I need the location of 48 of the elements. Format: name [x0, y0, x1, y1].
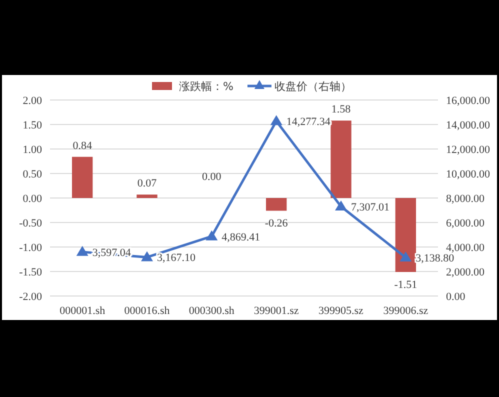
bar [136, 194, 158, 198]
y2-tick-label: 6,000.00 [446, 218, 485, 230]
point [400, 252, 412, 262]
y2-tick-label: 2,000.00 [446, 266, 485, 278]
y-tick-label: -0.50 [19, 218, 42, 230]
data-label: 0.07 [137, 178, 158, 190]
point [270, 115, 282, 126]
data-label: 7,307.01 [351, 201, 390, 214]
y-tick-label: 2.00 [22, 95, 42, 107]
point [141, 251, 153, 262]
y-tick-label: 0.50 [22, 168, 42, 180]
data-label: 0.00 [202, 171, 222, 183]
y-tick-label: -1.00 [19, 242, 42, 254]
data-label: 14,277.34 [286, 116, 331, 128]
legend-label: 收盘价（右轴） [274, 80, 352, 93]
point [76, 246, 88, 256]
y2-tick-label: 16,000.00 [446, 95, 490, 107]
bar [266, 198, 287, 211]
x-tick-label: 399905.sz [318, 305, 364, 317]
data-label: 3,138.80 [416, 252, 455, 265]
x-tick-label: 000016.sh [124, 305, 170, 317]
y2-tick-label: 10,000.00 [446, 168, 490, 180]
y2-tick-label: 14,000.00 [446, 120, 490, 132]
x-tick-label: 000300.sh [188, 305, 235, 317]
x-tick-label: 399001.sz [254, 305, 299, 317]
y2-tick-label: 12,000.00 [446, 144, 490, 156]
y2-tick-label: 0.00 [446, 291, 466, 303]
y-tick-label: -1.50 [19, 266, 42, 278]
bar [72, 156, 93, 198]
y-tick-label: -2.00 [19, 291, 42, 303]
point [206, 230, 218, 240]
bar [330, 120, 352, 198]
point [335, 200, 347, 210]
data-label: -1.51 [394, 278, 418, 291]
y-tick-label: 0.00 [22, 193, 42, 205]
data-label: 1.58 [331, 104, 352, 116]
y-tick-label: 1.00 [22, 144, 42, 156]
bar [395, 198, 416, 272]
data-label: 4,869.41 [222, 231, 260, 244]
data-label: 0.84 [72, 140, 92, 152]
data-label: 3,167.10 [157, 252, 196, 264]
y2-tick-label: 4,000.00 [446, 242, 485, 254]
x-tick-label: 000001.sh [60, 305, 106, 317]
x-tick-label: 399006.sz [383, 305, 428, 317]
y-tick-label: 1.50 [22, 120, 42, 132]
data-label: -0.26 [264, 218, 288, 230]
legend-label: 涨跌幅：% [179, 80, 234, 93]
y2-tick-label: 8,000.00 [446, 193, 485, 205]
